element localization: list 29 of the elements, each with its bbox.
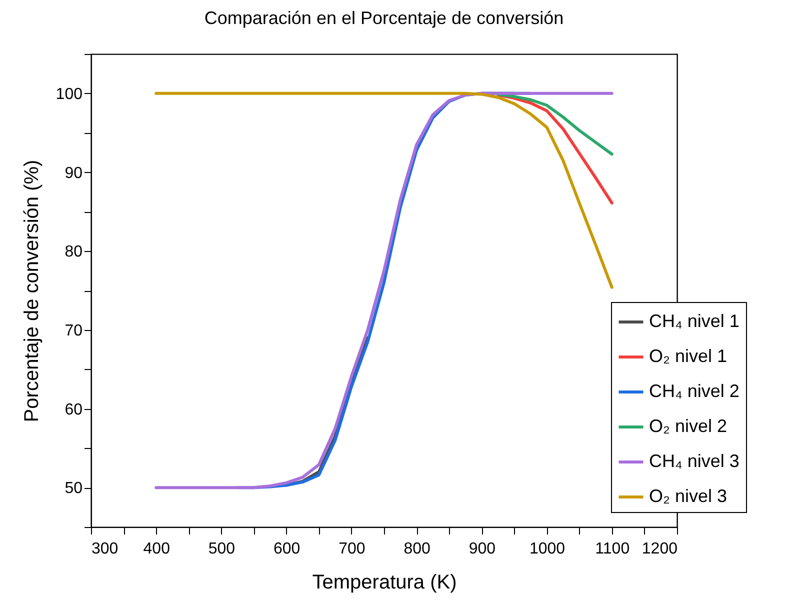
line-series [496, 93, 614, 204]
y-tick-label: 80 [64, 244, 83, 261]
line-series [154, 92, 614, 289]
legend-label: O₂ nivel 1 [649, 346, 728, 366]
y-tick-label: 70 [64, 322, 83, 340]
x-tick-label: 300 [92, 540, 118, 558]
x-tick-label: 1200 [642, 540, 678, 558]
legend-label: CH₄ nivel 3 [649, 451, 740, 471]
chart-title: Comparación en el Porcentaje de conversión [204, 8, 564, 28]
x-tick-label: 400 [143, 540, 170, 558]
x-tick-label: 800 [404, 540, 430, 558]
legend-label: O₂ nivel 2 [649, 416, 728, 436]
x-axis-title: Temperatura (K) [312, 572, 457, 594]
x-tick-label: 900 [468, 540, 496, 558]
y-axis-title: Porcentaje de conversión (%) [20, 160, 43, 422]
line-series [496, 92, 614, 156]
legend-label: CH₄ nivel 2 [649, 381, 740, 401]
y-tick-label: 100 [56, 86, 83, 103]
legend-label: O₂ nivel 3 [649, 486, 728, 506]
x-tick-label: 700 [338, 540, 366, 558]
x-tick-label: 500 [208, 540, 236, 558]
y-tick-label: 90 [64, 164, 83, 182]
x-tick-label: 1000 [529, 540, 566, 558]
x-tick-label: 1100 [595, 540, 630, 558]
x-tick-label: 600 [273, 540, 300, 558]
line-series [154, 92, 614, 490]
y-tick-label: 50 [64, 480, 83, 498]
y-tick-label: 60 [64, 401, 83, 418]
legend-label: CH₄ nivel 1 [649, 311, 740, 331]
